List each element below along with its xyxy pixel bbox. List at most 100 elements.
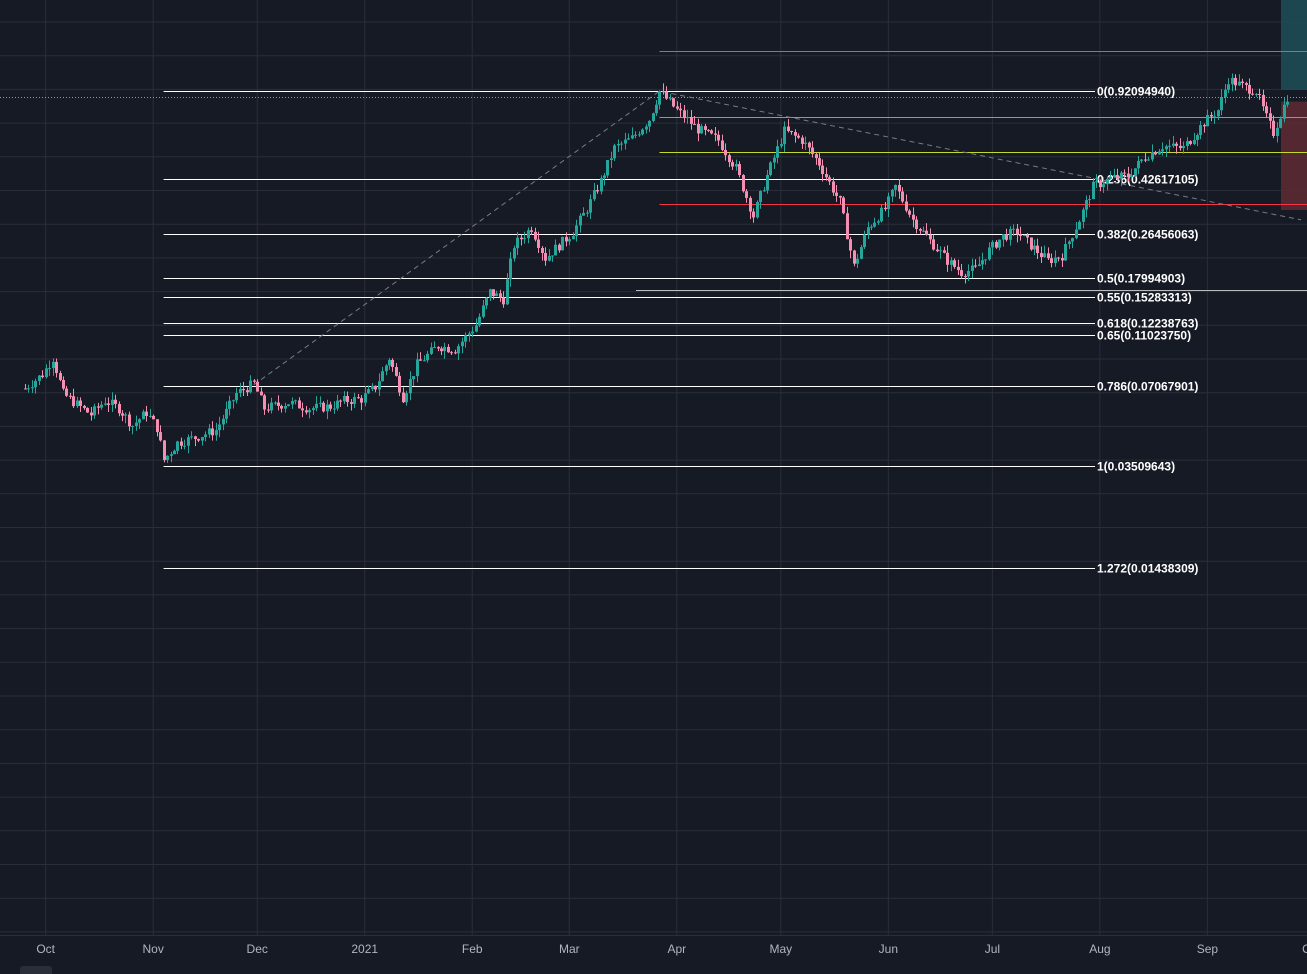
candle-body <box>1258 94 1261 96</box>
candle-body <box>1234 77 1237 86</box>
candle-body <box>1286 101 1289 105</box>
trend-line[interactable] <box>253 90 1302 386</box>
candle-body <box>353 397 356 404</box>
candle-body <box>672 98 675 107</box>
candle-body <box>1227 84 1230 90</box>
candle-body <box>821 165 824 175</box>
candle-body <box>305 410 308 413</box>
candle-body <box>298 400 301 409</box>
candle-body <box>163 440 166 461</box>
candle-body <box>984 259 987 261</box>
candle-body <box>1130 175 1133 178</box>
candle-body <box>1154 152 1157 155</box>
candle-body <box>1120 172 1123 179</box>
candle-body <box>905 201 908 211</box>
candle-body <box>450 352 453 354</box>
candle-body <box>69 395 72 397</box>
candle-body <box>922 230 925 232</box>
candle-body <box>1255 94 1258 96</box>
candle-body <box>502 297 505 305</box>
candle-body <box>742 175 745 192</box>
candle-body <box>516 237 519 249</box>
candle-body <box>811 147 814 155</box>
time-axis-label: Jul <box>985 942 1000 956</box>
candle-body <box>260 391 263 396</box>
candle-body <box>1116 175 1119 179</box>
candle-body <box>333 408 336 410</box>
candle-body <box>707 129 710 131</box>
candle-body <box>950 260 953 265</box>
candle-body <box>1134 168 1137 176</box>
candle-body <box>1102 184 1105 188</box>
candle-body <box>1140 159 1143 161</box>
candle-body <box>1088 199 1091 201</box>
candle-body <box>173 450 176 455</box>
candle-body <box>416 359 419 377</box>
candle-body <box>544 253 547 261</box>
time-axis[interactable]: Oct Nov Dec 2021 Feb Mar Apr May Jun Jul Aug Sep Oct <box>0 935 1307 957</box>
candle-body <box>1193 139 1196 144</box>
candle-body <box>239 388 242 394</box>
candle-body <box>83 405 86 408</box>
candle-body <box>495 293 498 297</box>
fib-label-0-382: 0.382(0.26456063) <box>1097 228 1198 242</box>
candle-body <box>638 134 641 136</box>
candle-body <box>912 214 915 220</box>
candle-body <box>957 266 960 271</box>
candle-body <box>45 368 48 378</box>
timescale-scroll-handle[interactable] <box>20 966 52 974</box>
candle-body <box>149 415 152 417</box>
candle-body <box>860 247 863 259</box>
candle-body <box>166 455 169 461</box>
fib-label-0-786: 0.786(0.07067901) <box>1097 380 1198 394</box>
candle-body <box>783 126 786 145</box>
candle-body <box>135 422 138 427</box>
candle-body <box>1054 257 1057 264</box>
candle-body <box>59 373 62 380</box>
candle-body <box>211 428 214 436</box>
candle-body <box>222 418 225 425</box>
candle-body <box>884 207 887 210</box>
candle-body <box>787 126 790 132</box>
candle-body <box>877 221 880 223</box>
candle-body <box>1023 235 1026 237</box>
candle-body <box>773 157 776 163</box>
candle-body <box>364 393 367 403</box>
trend-line-path[interactable] <box>253 90 1302 386</box>
candle-body <box>367 389 370 394</box>
candle-body <box>1269 113 1272 121</box>
candle-body <box>943 250 946 253</box>
candle-body <box>1005 234 1008 240</box>
candle-body <box>423 360 426 362</box>
candle-body <box>1012 228 1015 230</box>
candle-body <box>62 379 65 389</box>
candle-body <box>145 411 148 417</box>
candle-body <box>24 388 27 390</box>
candle-body <box>41 375 44 378</box>
candle-body <box>1092 181 1095 200</box>
candle-body <box>523 238 526 240</box>
candle-body <box>908 210 911 215</box>
candle-body <box>1019 234 1022 236</box>
candle-body <box>86 407 89 413</box>
candle-body <box>835 192 838 196</box>
candle-body <box>769 162 772 175</box>
candle-body <box>1075 229 1078 239</box>
candle-body <box>291 401 294 405</box>
position-lines[interactable] <box>0 51 1307 205</box>
candle-body <box>312 408 315 411</box>
candle-body <box>308 410 311 413</box>
candle-body <box>981 260 984 265</box>
candle-body <box>808 142 811 148</box>
candle-body <box>839 195 842 198</box>
time-axis-label: Apr <box>667 942 686 956</box>
candle-body <box>55 361 58 374</box>
fib-retracement[interactable]: 0(0.92094940) 0.236(0.42617105) 0.382(0.26… <box>163 85 1307 576</box>
candle-body <box>457 346 460 354</box>
candle-body <box>627 138 630 140</box>
candle-body <box>371 385 374 390</box>
candle-body <box>929 235 932 240</box>
candle-body <box>1186 141 1189 147</box>
candle-body <box>561 236 564 251</box>
